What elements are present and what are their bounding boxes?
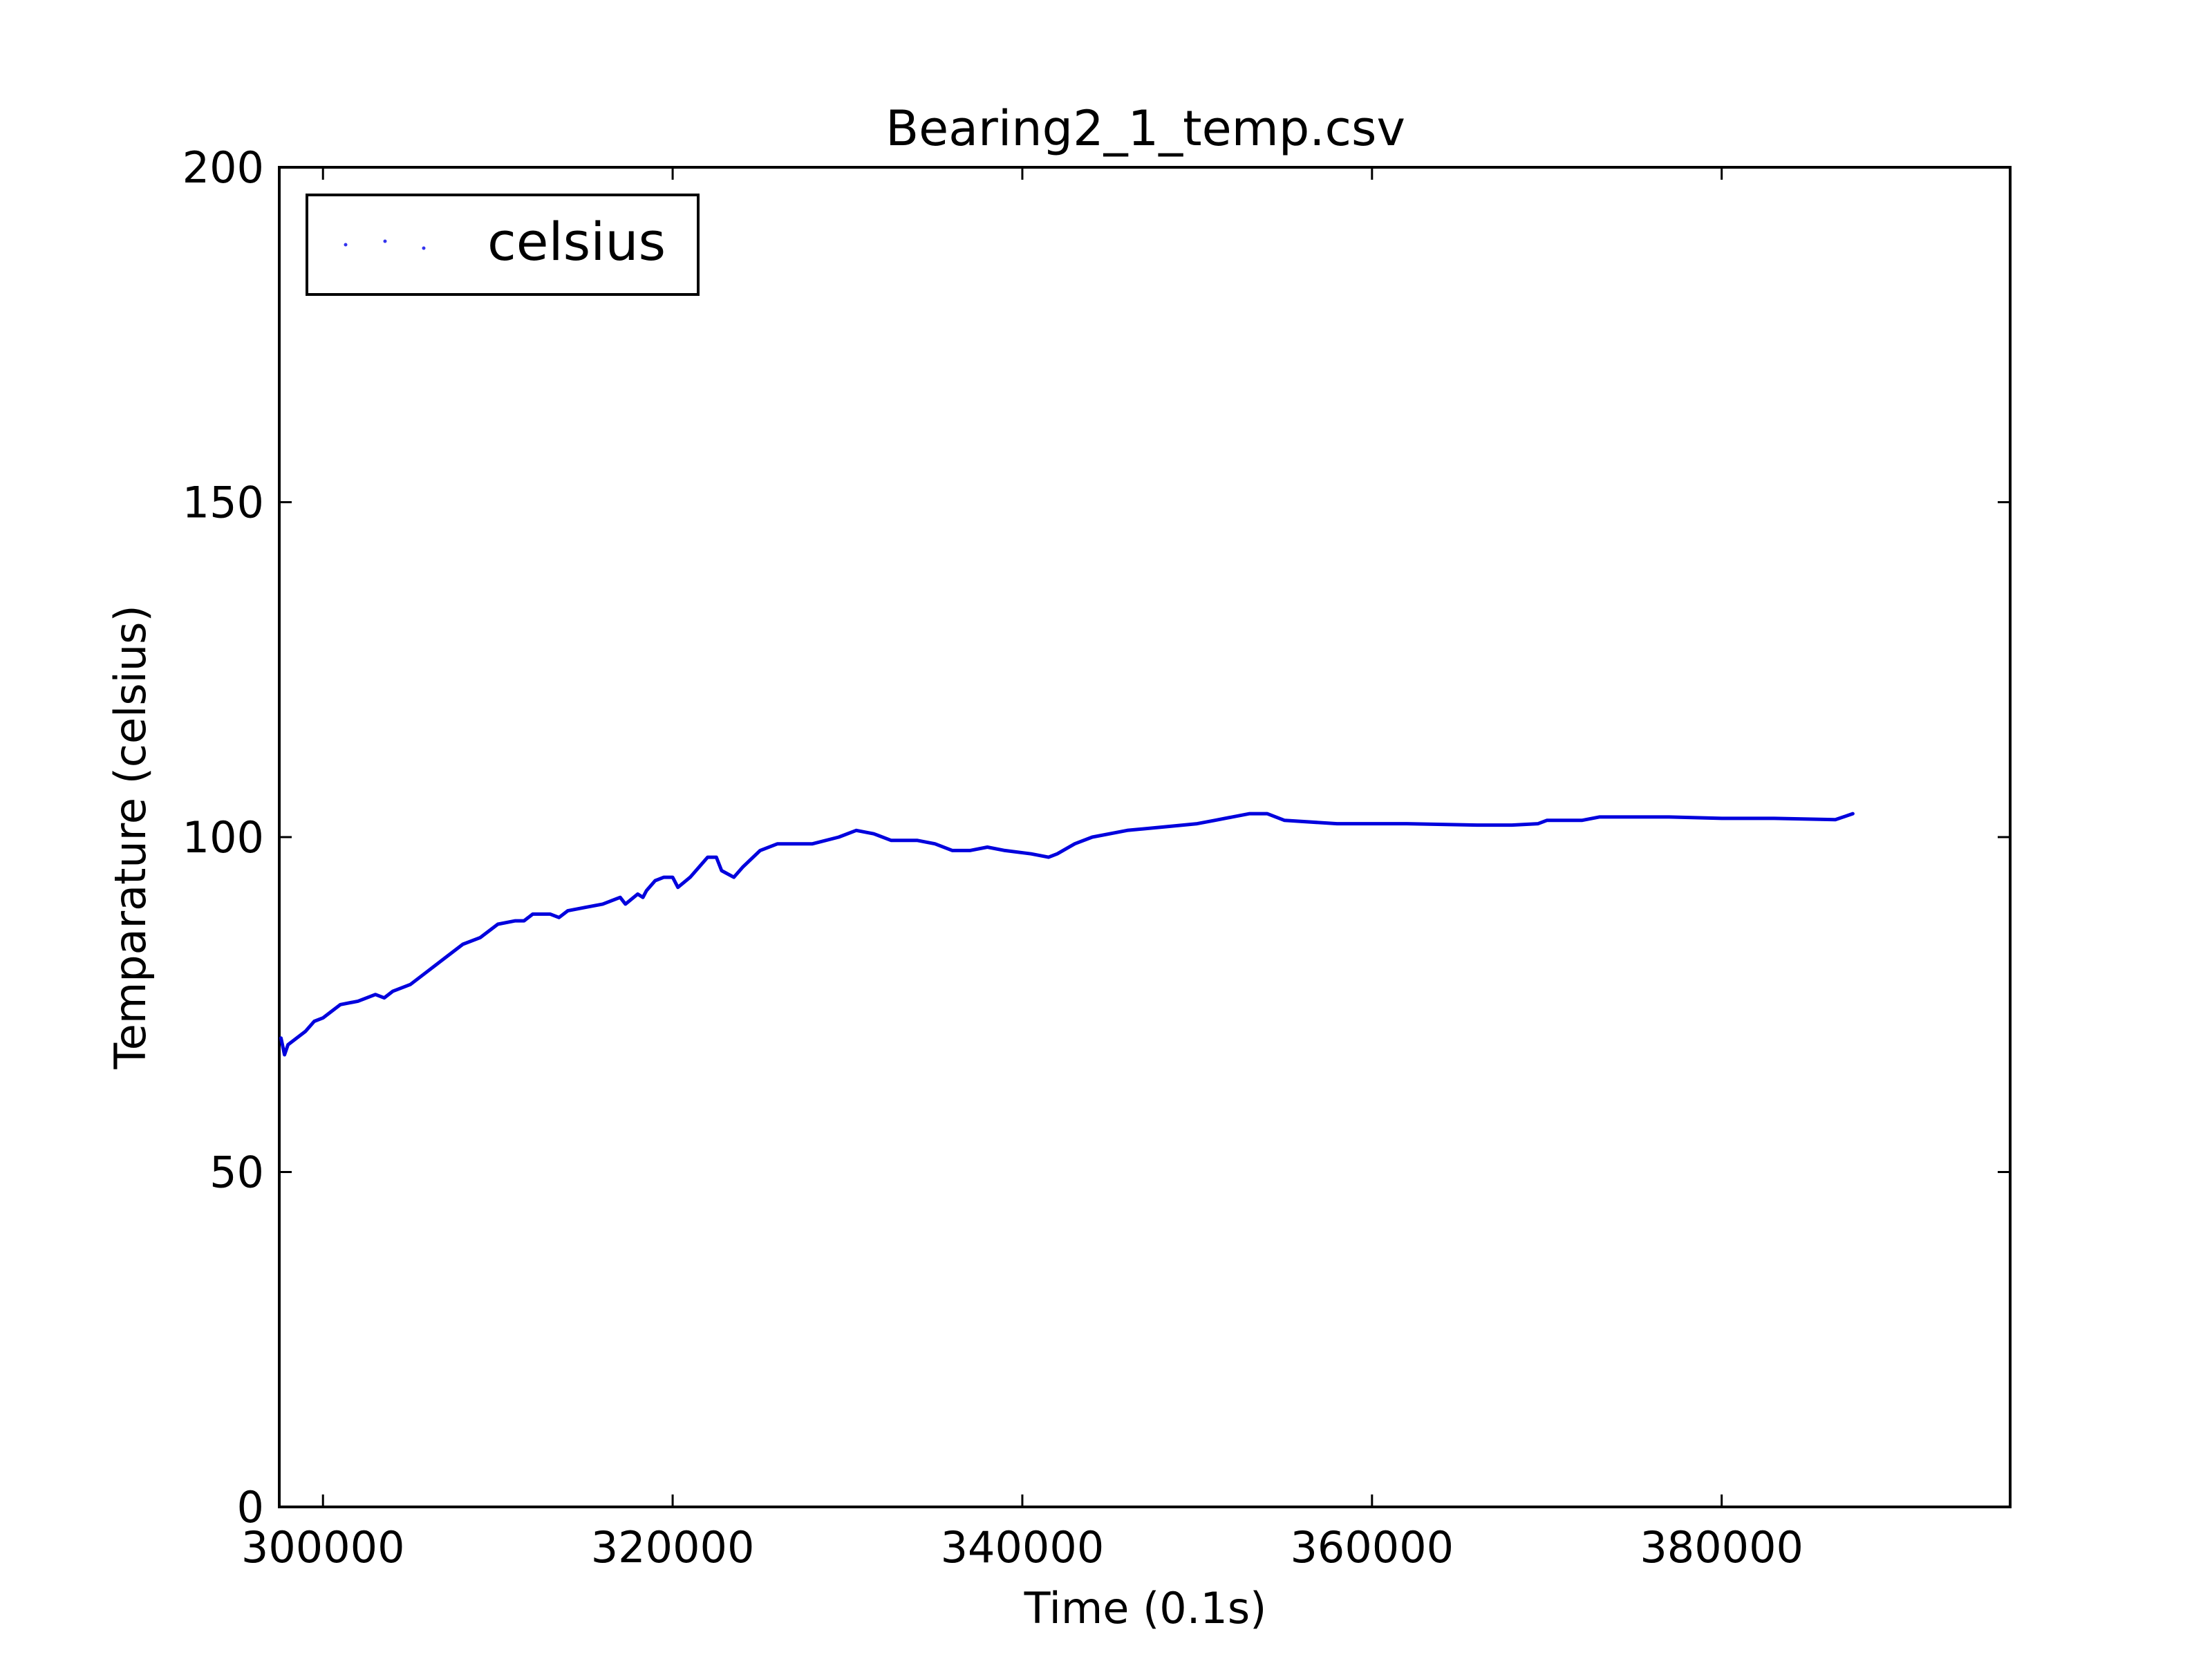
legend-marker-dot xyxy=(422,246,426,250)
x-tick-label: 320000 xyxy=(591,1522,755,1573)
y-tick-label: 50 xyxy=(209,1147,264,1198)
x-axis-label: Time (0.1s) xyxy=(1024,1583,1267,1633)
series-layer xyxy=(279,812,1855,1057)
legend: celsius xyxy=(306,194,700,296)
plot-frame xyxy=(278,166,2012,1508)
y-tick-label: 200 xyxy=(182,142,264,193)
y-tick-label: 100 xyxy=(182,812,264,863)
chart-title: Bearing2_1_temp.csv xyxy=(885,100,1405,157)
y-axis-ticks: 0 50 100 150 200 xyxy=(182,142,2010,1533)
x-tick-label: 380000 xyxy=(1640,1522,1803,1573)
legend-marker-dot xyxy=(344,243,348,247)
series-line-celsius xyxy=(279,812,1855,1057)
plot-area: 300000 320000 340000 360000 380000 0 50 100 150… xyxy=(182,142,2012,1573)
legend-box xyxy=(306,194,700,296)
y-tick-label: 150 xyxy=(182,478,264,528)
x-tick-label: 300000 xyxy=(241,1522,405,1573)
x-tick-label: 360000 xyxy=(1290,1522,1454,1573)
y-axis-label: Temparature (celsius) xyxy=(105,605,156,1069)
x-axis-ticks: 300000 320000 340000 360000 380000 xyxy=(241,167,1803,1573)
y-tick-label: 0 xyxy=(237,1482,264,1533)
legend-marker-dot xyxy=(383,239,387,243)
legend-label: celsius xyxy=(487,211,666,272)
x-tick-label: 340000 xyxy=(941,1522,1105,1573)
